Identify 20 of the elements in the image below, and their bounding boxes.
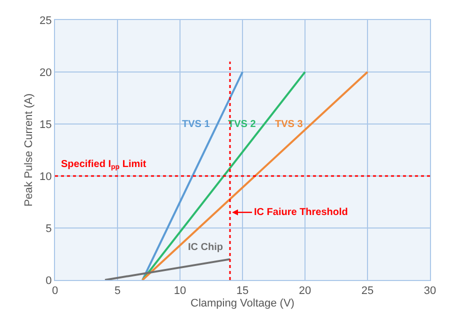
- series-label: IC Chip: [188, 242, 223, 253]
- y-tick-label: 15: [40, 118, 52, 131]
- x-tick-label: 20: [298, 285, 312, 298]
- x-tick-label: 10: [174, 285, 186, 298]
- y-tick-label: 0: [46, 274, 52, 287]
- ref-line-label: IC Faiure Threshold: [254, 207, 348, 218]
- x-tick-label: 15: [236, 285, 249, 298]
- x-tick-label: 30: [424, 285, 436, 298]
- y-axis-title: Peak Pulse Current (A): [23, 93, 36, 207]
- y-tick-label: 10: [40, 170, 52, 183]
- x-axis-title: Clamping Voltage (V): [190, 297, 294, 310]
- series-label: TVS 1: [182, 119, 210, 130]
- series-label: TVS 3: [275, 119, 304, 130]
- series-label: TVS 2: [228, 119, 256, 130]
- ref-line-label: Specified I$_{pp}$ Limit: [61, 159, 147, 172]
- y-tick-label: 25: [40, 14, 52, 27]
- x-tick-label: 25: [361, 285, 374, 298]
- x-tick-label: 5: [114, 285, 121, 298]
- y-tick-label: 20: [40, 66, 52, 79]
- y-tick-label: 5: [46, 222, 52, 235]
